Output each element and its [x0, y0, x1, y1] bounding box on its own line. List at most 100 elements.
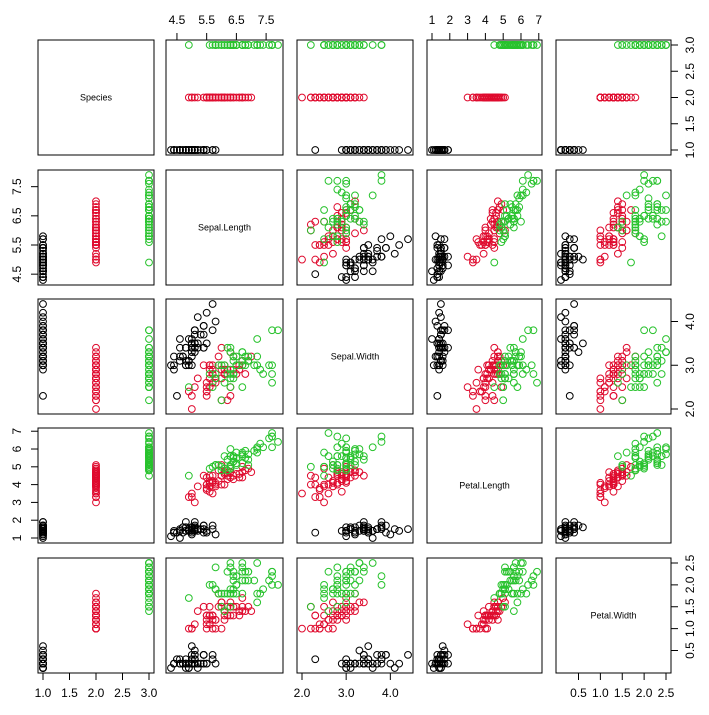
- data-point: [92, 200, 100, 209]
- data-point: [324, 473, 333, 482]
- data-point: [145, 356, 153, 365]
- data-point: [208, 655, 217, 664]
- data-point: [190, 518, 199, 526]
- data-point: [39, 267, 47, 276]
- data-point: [187, 405, 196, 413]
- data-point: [217, 343, 226, 352]
- data-point: [463, 620, 472, 629]
- data-point: [435, 255, 444, 264]
- data-point: [274, 580, 282, 589]
- data-point: [333, 478, 342, 487]
- data-point: [39, 321, 47, 330]
- data-point: [311, 270, 320, 279]
- data-point: [342, 477, 351, 485]
- data-point: [527, 576, 536, 585]
- data-point: [653, 176, 662, 185]
- data-point: [613, 378, 622, 387]
- data-point: [622, 361, 631, 370]
- data-point: [497, 238, 506, 246]
- panel-frame: [555, 427, 672, 544]
- data-point: [199, 93, 208, 102]
- data-point: [329, 41, 337, 49]
- data-point: [404, 525, 412, 533]
- data-point: [355, 559, 364, 567]
- data-point: [39, 365, 47, 374]
- data-point: [92, 589, 100, 598]
- data-point: [92, 214, 100, 223]
- data-point: [346, 659, 355, 668]
- data-point: [92, 226, 100, 235]
- data-point: [145, 206, 153, 214]
- data-point: [187, 146, 196, 154]
- data-point: [355, 41, 364, 49]
- data-point: [395, 659, 404, 668]
- data-point: [472, 255, 481, 264]
- tick-label: 2.0: [636, 686, 653, 700]
- tick-label: 1.0: [683, 620, 697, 637]
- data-point: [622, 343, 631, 352]
- data-point: [184, 383, 193, 392]
- data-point: [342, 602, 351, 611]
- data-point: [226, 383, 235, 392]
- data-point: [435, 361, 444, 370]
- data-point: [205, 580, 214, 589]
- data-point: [600, 387, 609, 396]
- data-point: [229, 93, 238, 102]
- panel-species-vs-petal-width: [555, 39, 672, 156]
- data-point: [211, 317, 220, 326]
- axis-bottom-petal-width: 0.5 1.0 1.5 2.0 2.5: [570, 672, 675, 700]
- data-point: [355, 659, 364, 668]
- data-point: [653, 446, 662, 455]
- data-point: [145, 352, 153, 361]
- data-point: [431, 317, 440, 326]
- data-point: [320, 594, 328, 602]
- data-point: [220, 611, 229, 620]
- data-point: [244, 93, 253, 102]
- data-point: [333, 217, 342, 226]
- data-point: [486, 611, 495, 620]
- data-point: [145, 598, 153, 607]
- data-point: [635, 41, 644, 49]
- data-point: [561, 308, 570, 317]
- data-point: [324, 223, 333, 232]
- data-point: [561, 339, 570, 348]
- data-point: [476, 387, 484, 396]
- data-point: [298, 255, 306, 264]
- data-point: [364, 523, 373, 532]
- data-point: [644, 206, 653, 214]
- tick-label: 0.5: [570, 686, 587, 700]
- data-point: [609, 361, 618, 370]
- data-point: [145, 567, 153, 576]
- data-point: [631, 383, 640, 392]
- data-point: [320, 585, 328, 594]
- data-point: [208, 326, 217, 335]
- axis-top-sepal-length: 4.5 5.5 6.5 7.5: [169, 13, 275, 41]
- data-point: [202, 611, 211, 620]
- data-point: [256, 41, 265, 49]
- data-point: [145, 438, 153, 446]
- data-point: [329, 461, 337, 469]
- panel-petal-length-vs-petal-length: Petal.Length: [426, 427, 543, 544]
- data-point: [653, 220, 662, 229]
- data-point: [342, 526, 351, 535]
- data-point: [368, 267, 377, 276]
- data-point: [145, 343, 153, 352]
- panel-frame: [165, 298, 284, 415]
- data-point: [247, 93, 256, 102]
- data-point: [202, 339, 211, 348]
- panel-petal-length-vs-sepal-width: [296, 427, 414, 544]
- data-point: [533, 41, 541, 49]
- data-point: [635, 217, 644, 226]
- data-point: [618, 461, 627, 469]
- data-point: [190, 330, 199, 339]
- data-point: [653, 459, 662, 468]
- data-point: [241, 567, 250, 576]
- data-point: [600, 252, 609, 261]
- data-point: [596, 396, 605, 405]
- data-point: [390, 146, 399, 154]
- data-point: [631, 191, 640, 200]
- data-point: [609, 374, 618, 383]
- data-point: [653, 361, 662, 370]
- data-point: [373, 650, 381, 659]
- data-point: [435, 659, 444, 668]
